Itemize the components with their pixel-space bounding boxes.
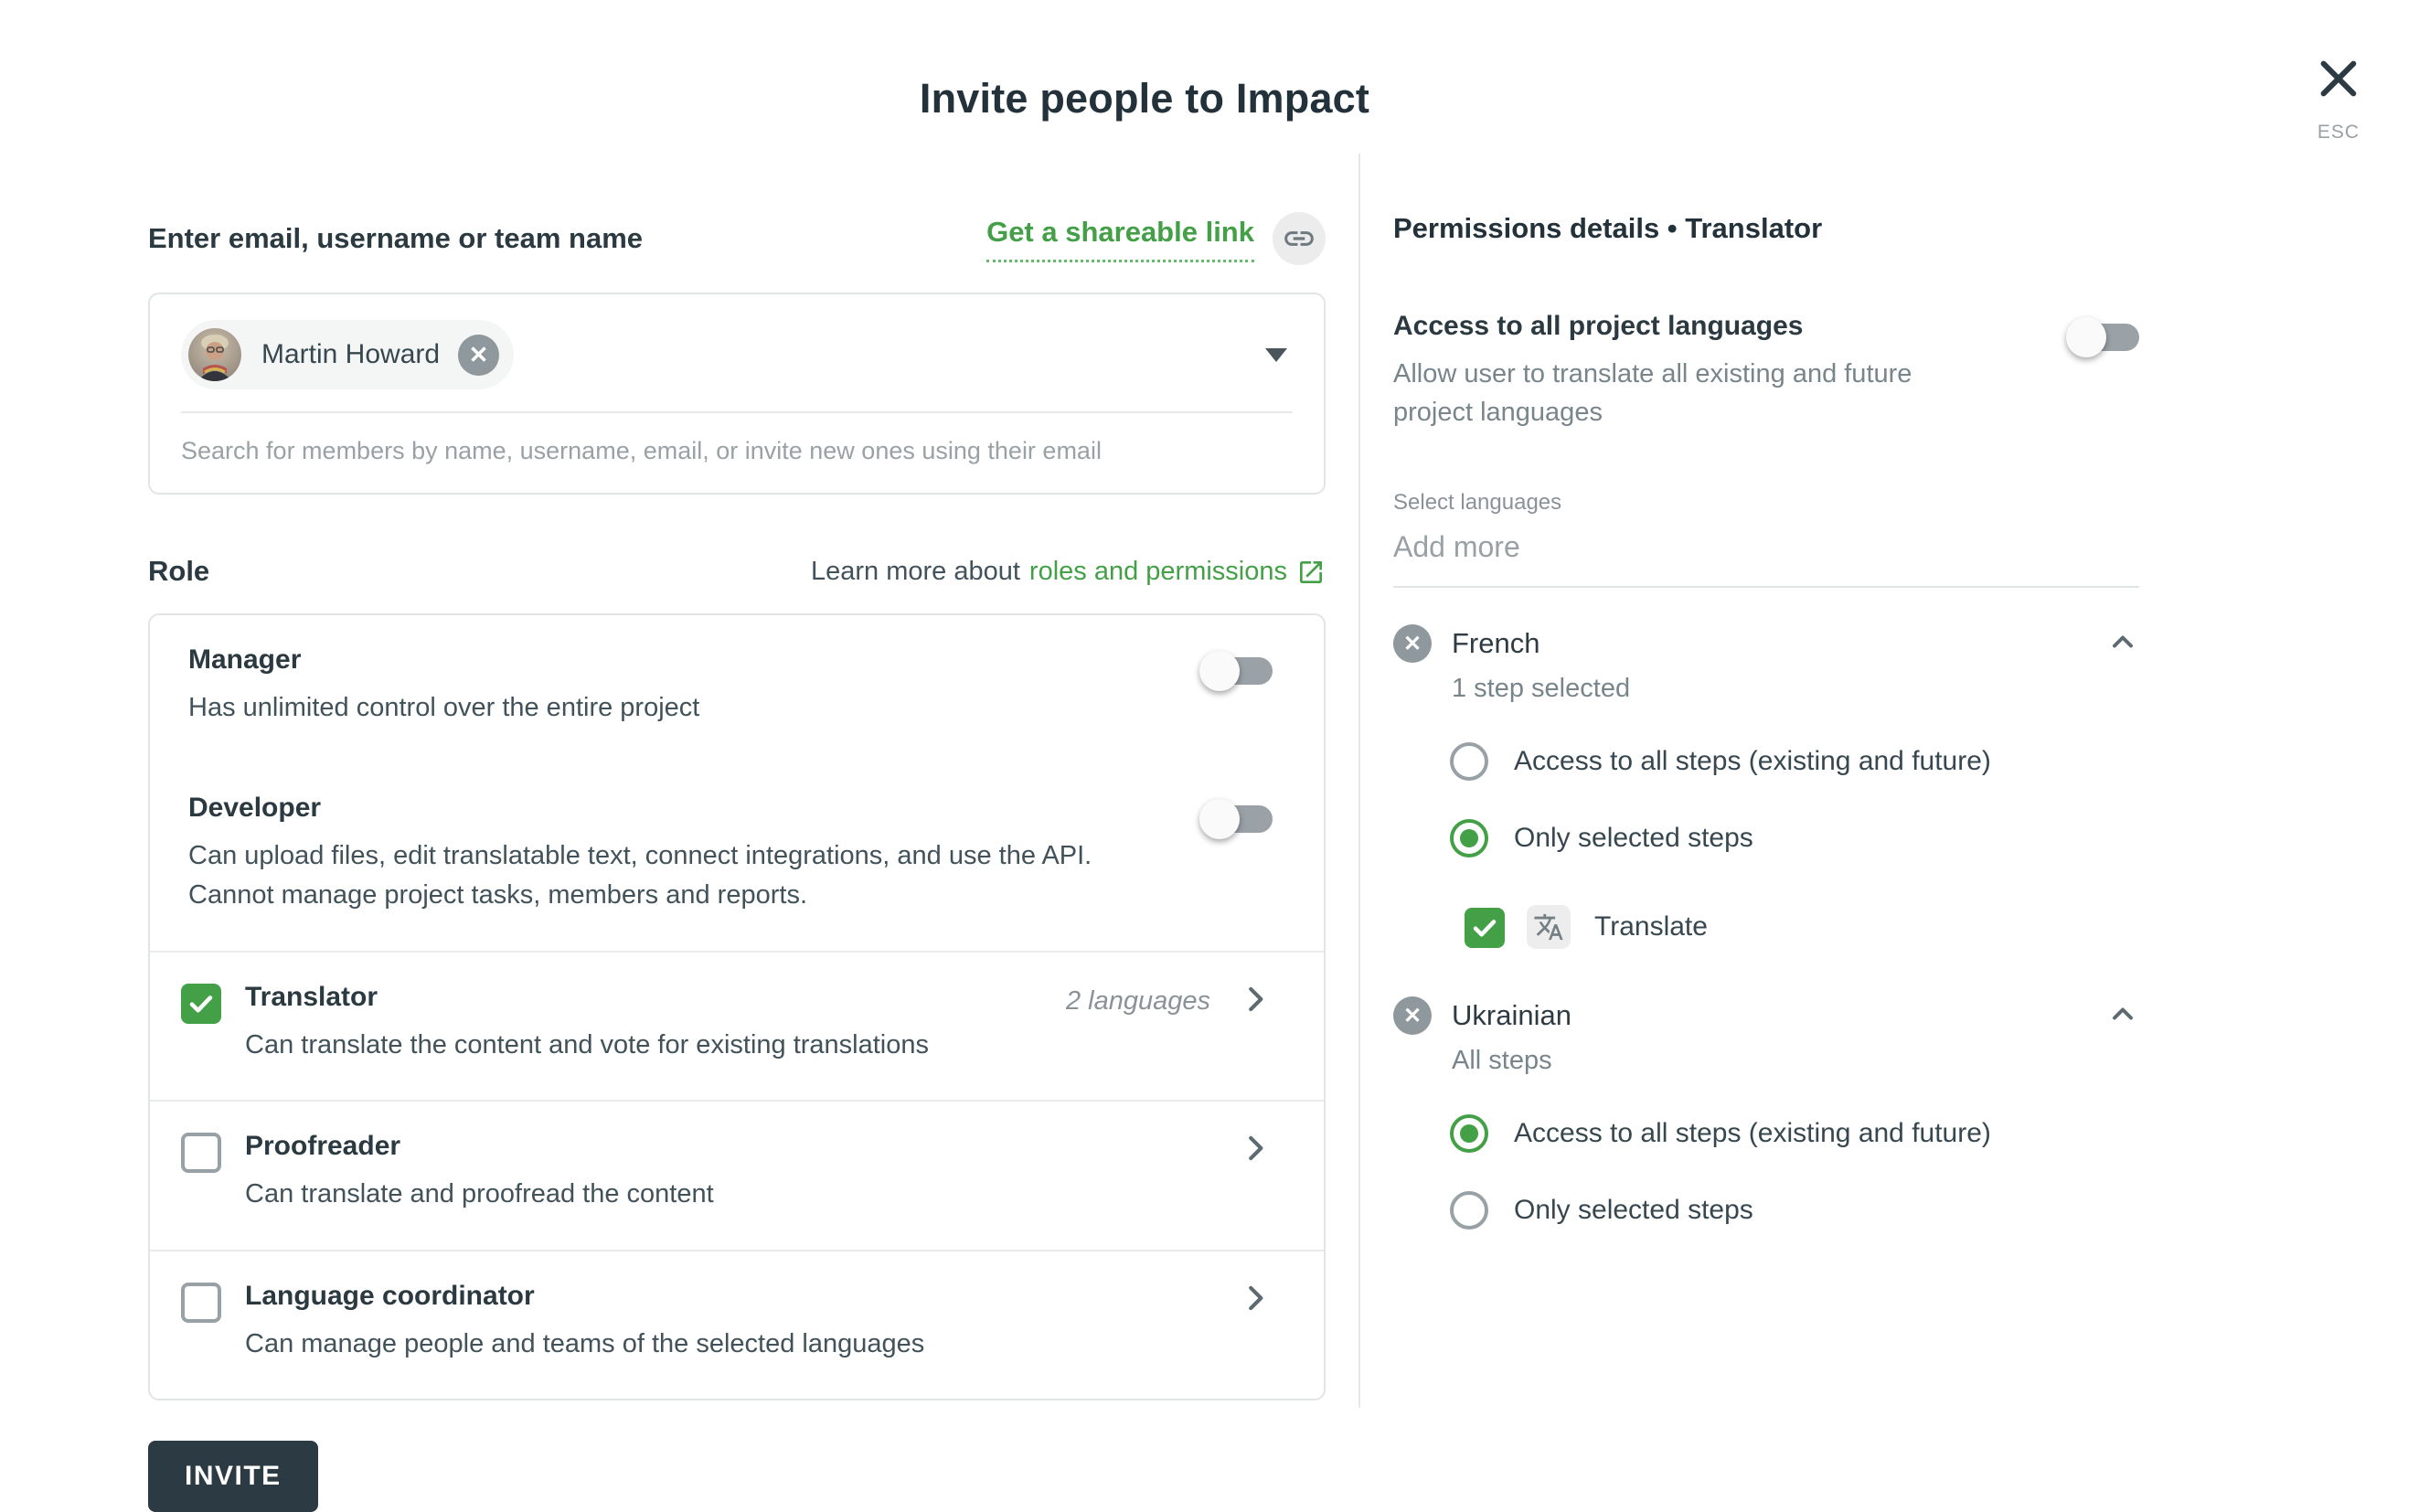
option-selected-steps[interactable]: Only selected steps	[1450, 819, 2139, 858]
close-area: ESC	[2288, 53, 2389, 144]
invite-panel: Enter email, username or team name Get a…	[148, 212, 1326, 1512]
esc-label: ESC	[2317, 122, 2360, 143]
role-row-manager: Manager Has unlimited control over the e…	[150, 615, 1324, 763]
member-helper-text: Search for members by name, username, em…	[181, 437, 1102, 464]
chevron-right-icon[interactable]	[1238, 982, 1273, 1021]
translator-checkbox[interactable]	[181, 983, 221, 1024]
learn-more: Learn more about roles and permissions	[811, 556, 1326, 586]
language-summary: 1 step selected	[1452, 674, 1631, 704]
role-name: Translator	[245, 981, 378, 1012]
add-language-input[interactable]	[1393, 521, 2139, 589]
shareable-link[interactable]: Get a shareable link	[986, 216, 1254, 262]
step-row-translate[interactable]: Translate	[1465, 905, 2139, 950]
proofreader-checkbox[interactable]	[181, 1133, 221, 1173]
role-row-proofreader[interactable]: Proofreader Can translate and proofread …	[150, 1100, 1324, 1250]
radio-icon[interactable]	[1450, 819, 1488, 858]
role-description: Can translate and proofread the content	[245, 1179, 714, 1209]
developer-toggle[interactable]	[1199, 798, 1273, 839]
all-languages-toggle[interactable]	[2066, 317, 2139, 357]
close-icon[interactable]	[2313, 53, 2364, 104]
avatar	[188, 328, 241, 381]
option-selected-steps[interactable]: Only selected steps	[1450, 1191, 2139, 1230]
option-label: Only selected steps	[1514, 1195, 1753, 1226]
chevron-up-icon[interactable]	[2106, 997, 2139, 1035]
invite-button[interactable]: INVITE	[148, 1441, 318, 1512]
remove-language-icon[interactable]: ✕	[1393, 624, 1432, 664]
all-languages-setting: Access to all project languages Allow us…	[1393, 311, 2139, 431]
panel-divider	[1358, 154, 1360, 1408]
chevron-right-icon[interactable]	[1238, 1131, 1273, 1170]
role-description: Can translate the content and vote for e…	[245, 1029, 929, 1059]
option-all-steps[interactable]: Access to all steps (existing and future…	[1450, 1114, 2139, 1154]
translate-icon	[1527, 905, 1571, 950]
role-name: Manager	[188, 644, 302, 675]
option-label: Access to all steps (existing and future…	[1514, 1118, 1991, 1149]
role-section-heading: Role	[148, 555, 210, 587]
permissions-panel: Permissions details • Translator Access …	[1393, 212, 2139, 1230]
option-all-steps[interactable]: Access to all steps (existing and future…	[1450, 742, 2139, 782]
manager-toggle[interactable]	[1199, 651, 1273, 691]
page-title: Invite people to Impact	[919, 75, 1370, 122]
link-icon[interactable]	[1273, 212, 1326, 265]
role-row-translator[interactable]: Translator Can translate the content and…	[150, 950, 1324, 1101]
all-languages-description: Allow user to translate all existing and…	[1393, 359, 1912, 428]
chevron-right-icon[interactable]	[1238, 1281, 1273, 1320]
language-name: French	[1452, 627, 1540, 660]
role-description: Can manage people and teams of the selec…	[245, 1328, 925, 1358]
roles-list: Manager Has unlimited control over the e…	[148, 613, 1326, 1400]
option-label: Only selected steps	[1514, 823, 1753, 854]
learn-more-prefix: Learn more about	[810, 556, 1020, 586]
input-divider	[181, 411, 1293, 413]
email-section-heading: Enter email, username or team name	[148, 222, 644, 254]
radio-icon[interactable]	[1450, 1114, 1488, 1154]
external-link-icon[interactable]	[1296, 556, 1326, 586]
chevron-up-icon[interactable]	[2106, 625, 2139, 663]
remove-language-icon[interactable]: ✕	[1393, 996, 1432, 1036]
member-search-field[interactable]: Martin Howard ✕ Search for members by na…	[148, 293, 1326, 495]
role-name: Developer	[188, 792, 322, 823]
roles-permissions-link[interactable]: roles and permissions	[1028, 556, 1287, 586]
member-chip-name: Martin Howard	[261, 339, 441, 369]
remove-member-icon[interactable]: ✕	[458, 334, 500, 376]
language-summary: All steps	[1452, 1046, 1552, 1076]
permissions-heading: Permissions details • Translator	[1393, 212, 1823, 244]
translate-step-checkbox[interactable]	[1465, 908, 1505, 949]
step-label: Translate	[1594, 911, 1708, 942]
option-label: Access to all steps (existing and future…	[1514, 746, 1991, 777]
language-name: Ukrainian	[1452, 999, 1571, 1032]
role-description: Has unlimited control over the entire pr…	[188, 693, 700, 722]
language-group-ukrainian: ✕ Ukrainian All steps Access to all step…	[1393, 996, 2139, 1230]
role-name: Proofreader	[245, 1131, 401, 1161]
role-description: Can upload files, edit translatable text…	[188, 840, 1092, 910]
role-row-developer: Developer Can upload files, edit transla…	[150, 763, 1324, 951]
language-group-french: ✕ French 1 step selected Access to all s…	[1393, 624, 2139, 950]
chevron-down-icon[interactable]	[1265, 347, 1287, 362]
translator-languages-count: 2 languages	[1065, 985, 1210, 1016]
role-name: Language coordinator	[245, 1280, 535, 1311]
member-chip[interactable]: Martin Howard ✕	[181, 320, 515, 389]
radio-icon[interactable]	[1450, 742, 1488, 782]
all-languages-title: Access to all project languages	[1393, 311, 1804, 341]
select-languages-label: Select languages	[1393, 490, 1562, 516]
role-row-language-coordinator[interactable]: Language coordinator Can manage people a…	[150, 1249, 1324, 1400]
language-coordinator-checkbox[interactable]	[181, 1282, 221, 1323]
radio-icon[interactable]	[1450, 1191, 1488, 1230]
